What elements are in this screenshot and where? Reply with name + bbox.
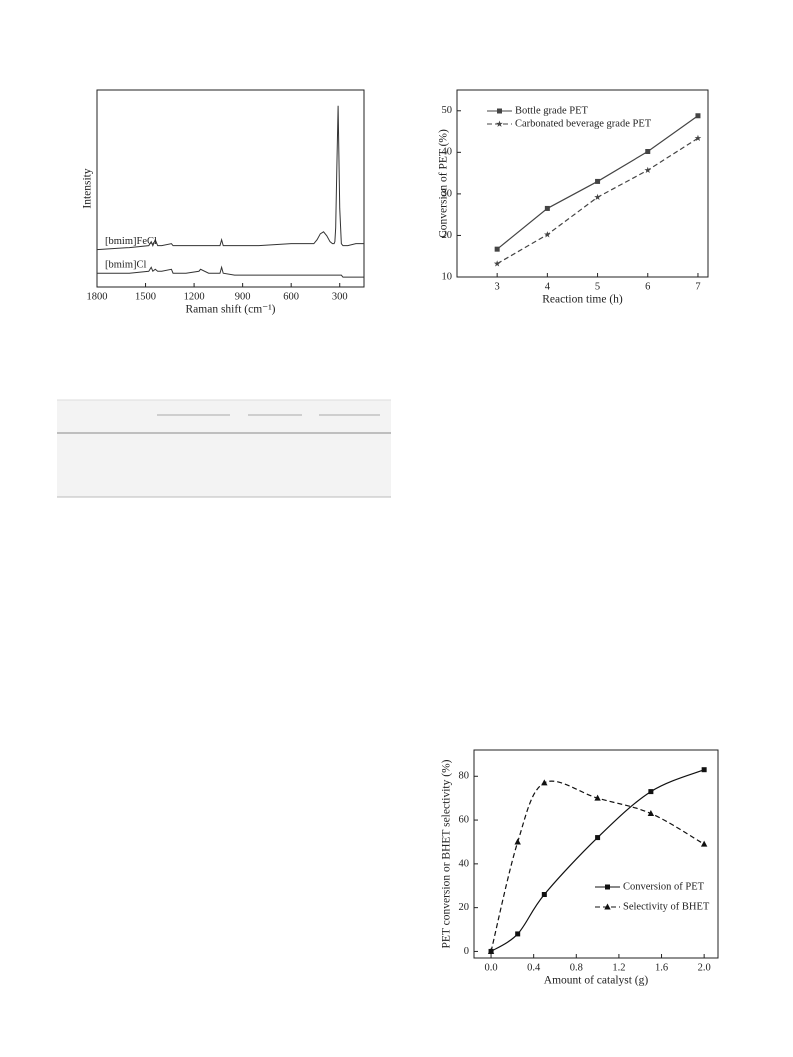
marker — [493, 260, 501, 267]
x-tick-label: 1.2 — [612, 962, 625, 973]
x-tick-label: 600 — [283, 291, 299, 302]
x-tick-label: 1500 — [135, 291, 156, 302]
x-tick-label: 900 — [235, 291, 251, 302]
marker — [514, 838, 521, 845]
marker — [594, 794, 601, 801]
x-tick-label: 5 — [595, 281, 600, 292]
marker — [695, 113, 701, 119]
legend-label: Selectivity of BHET — [623, 901, 710, 912]
table-skeleton — [57, 399, 391, 498]
y-tick-label: 50 — [442, 105, 453, 116]
legend-marker — [496, 120, 503, 127]
x-axis-title: Raman shift (cm⁻¹) — [186, 304, 276, 316]
marker — [700, 840, 708, 847]
y-tick-label: 30 — [442, 188, 453, 199]
x-tick-label: 1.6 — [655, 962, 668, 973]
plot-frame — [473, 749, 719, 959]
marker — [595, 835, 601, 841]
series-label: [bmim]FeCl — [105, 236, 157, 247]
plot-frame — [96, 89, 365, 288]
marker — [645, 149, 651, 155]
y-tick-label: 60 — [459, 814, 470, 825]
x-tick-label: 0.0 — [484, 962, 497, 973]
legend-label: Carbonated beverage grade PET — [515, 118, 652, 129]
x-tick-label: 0.4 — [527, 962, 541, 973]
marker — [544, 231, 551, 238]
x-tick-label: 1200 — [184, 291, 205, 302]
y-tick-label: 0 — [464, 946, 469, 957]
y-axis-title: PET conversion or BHET selectivity (%) — [441, 759, 453, 948]
y-tick-label: 20 — [459, 902, 470, 913]
marker — [541, 892, 547, 898]
marker — [694, 134, 702, 142]
y-tick-label: 40 — [459, 858, 470, 869]
x-tick-label: 7 — [695, 281, 700, 292]
marker — [595, 178, 601, 184]
legend-label: Conversion of PET — [623, 881, 705, 892]
x-tick-label: 300 — [332, 291, 348, 302]
marker — [487, 947, 495, 954]
marker — [647, 809, 655, 816]
marker — [515, 931, 521, 937]
x-axis-title: Amount of catalyst (g) — [544, 975, 649, 987]
legend-marker — [605, 884, 610, 890]
marker — [541, 779, 548, 786]
y-tick-label: 20 — [442, 230, 453, 241]
series-line — [97, 265, 364, 278]
x-tick-label: 1800 — [87, 291, 108, 302]
x-tick-label: 0.8 — [570, 962, 583, 973]
y-axis-title: Intensity — [82, 168, 94, 208]
marker — [644, 166, 652, 174]
y-tick-label: 10 — [442, 271, 453, 282]
series-label: [bmim]Cl — [105, 260, 146, 271]
legend-marker — [497, 108, 502, 114]
marker — [701, 767, 707, 773]
y-tick-label: 80 — [459, 771, 470, 782]
legend-label: Bottle grade PET — [515, 105, 588, 116]
marker — [648, 789, 654, 795]
table-background — [57, 400, 391, 497]
marker — [544, 205, 550, 211]
x-tick-label: 4 — [545, 281, 551, 292]
x-axis-title: Reaction time (h) — [542, 294, 623, 306]
y-tick-label: 40 — [442, 147, 453, 158]
marker — [594, 193, 601, 201]
plot-frame — [456, 89, 709, 278]
x-tick-label: 3 — [495, 281, 500, 292]
legend-marker — [604, 903, 611, 910]
marker — [494, 246, 500, 252]
y-axis-title: Conversion of PET (%) — [438, 129, 450, 238]
x-tick-label: 2.0 — [698, 962, 711, 973]
series-line — [96, 105, 364, 251]
x-tick-label: 6 — [645, 281, 650, 292]
